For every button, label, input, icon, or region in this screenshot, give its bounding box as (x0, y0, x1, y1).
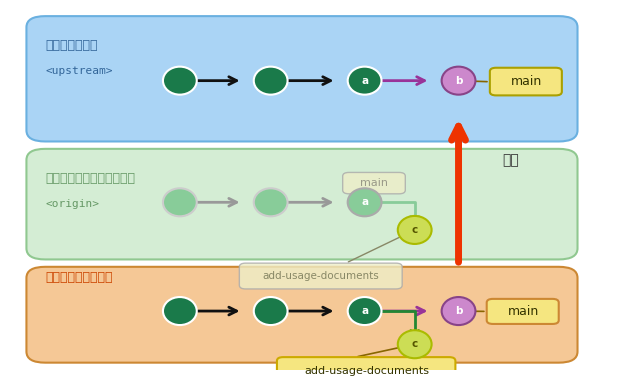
Ellipse shape (442, 67, 476, 95)
Ellipse shape (398, 216, 431, 244)
Text: add-usage-documents: add-usage-documents (304, 366, 429, 376)
Text: 中央リポジトリ: 中央リポジトリ (45, 39, 97, 52)
Text: <upstream>: <upstream> (45, 66, 113, 77)
Text: c: c (411, 339, 418, 349)
FancyBboxPatch shape (26, 16, 577, 141)
Ellipse shape (442, 297, 476, 325)
FancyBboxPatch shape (26, 149, 577, 259)
Ellipse shape (163, 67, 197, 95)
FancyBboxPatch shape (487, 299, 559, 324)
Text: b: b (455, 306, 462, 316)
Ellipse shape (163, 297, 197, 325)
Text: main: main (360, 178, 388, 188)
FancyBboxPatch shape (490, 68, 562, 95)
Ellipse shape (348, 297, 382, 325)
Ellipse shape (253, 188, 287, 216)
Ellipse shape (253, 67, 287, 95)
Ellipse shape (348, 67, 382, 95)
Text: a: a (361, 197, 368, 207)
Text: ローカルリポジトリ: ローカルリポジトリ (45, 271, 113, 284)
FancyBboxPatch shape (240, 263, 402, 289)
Ellipse shape (398, 330, 431, 358)
Text: add-usage-documents: add-usage-documents (262, 271, 379, 281)
Text: a: a (361, 76, 368, 86)
FancyBboxPatch shape (277, 357, 455, 377)
Ellipse shape (253, 297, 287, 325)
Text: a: a (361, 306, 368, 316)
Text: プル: プル (503, 153, 519, 167)
FancyBboxPatch shape (343, 172, 405, 194)
Text: c: c (411, 225, 418, 235)
Ellipse shape (348, 188, 382, 216)
Text: main: main (508, 305, 538, 318)
FancyBboxPatch shape (26, 267, 577, 363)
Text: main: main (511, 75, 542, 88)
Text: b: b (455, 76, 462, 86)
Text: <origin>: <origin> (45, 199, 99, 209)
Ellipse shape (163, 188, 197, 216)
Text: 作業用リモートリポジトリ: 作業用リモートリポジトリ (45, 172, 135, 185)
